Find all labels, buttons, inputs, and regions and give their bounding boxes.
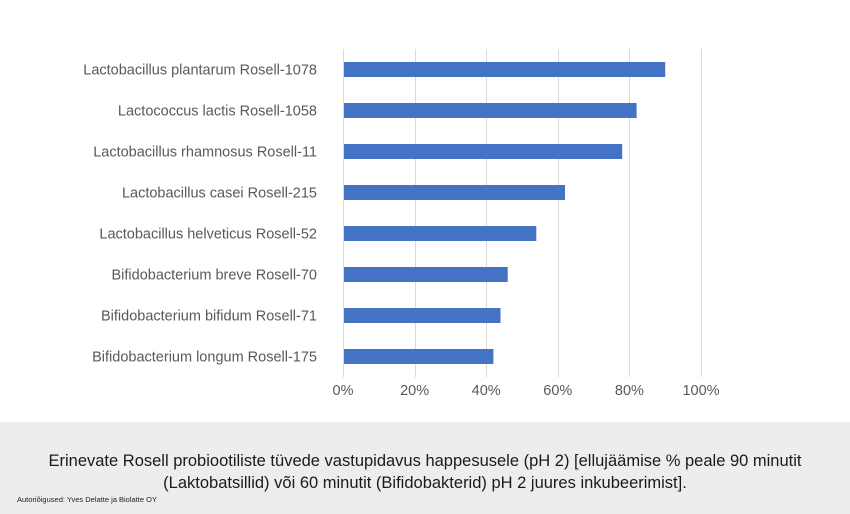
x-tick-label-1: 20%	[400, 383, 429, 399]
category-label-7: Bifidobacterium longum Rosell-175	[92, 350, 317, 366]
bar-2	[344, 144, 623, 159]
chart-caption: Erinevate Rosell probiootiliste tüvede v…	[48, 452, 802, 492]
bar-4	[344, 226, 537, 241]
bar-7	[344, 349, 494, 364]
category-label-5: Bifidobacterium breve Rosell-70	[111, 268, 317, 284]
bar-0	[344, 62, 666, 77]
x-tick-label-4: 80%	[615, 383, 644, 399]
category-label-1: Lactococcus lactis Rosell-1058	[118, 104, 317, 120]
bar-chart: Lactobacillus plantarum Rosell-1078 Lacto…	[83, 49, 720, 399]
category-label-2: Lactobacillus rhamnosus Rosell-11	[93, 145, 317, 161]
category-label-6: Bifidobacterium bifidum Rosell-71	[101, 309, 317, 325]
category-label-4: Lactobacillus helveticus Rosell-52	[99, 227, 317, 243]
caption-panel: Erinevate Rosell probiootiliste tüvede v…	[0, 422, 850, 514]
x-tick-label-2: 40%	[472, 383, 501, 399]
bar-5	[344, 267, 508, 282]
x-tick-label-0: 0%	[333, 383, 354, 399]
bar-3	[344, 185, 565, 200]
copyright-credit: Autoriõigused: Yves Delatte ja Biolatte …	[17, 495, 157, 504]
bar-6	[344, 308, 501, 323]
category-label-3: Lactobacillus casei Rosell-215	[122, 186, 317, 202]
chart-area: Lactobacillus plantarum Rosell-1078 Lacto…	[83, 49, 720, 399]
x-tick-label-3: 60%	[543, 383, 572, 399]
x-tick-label-5: 100%	[682, 383, 719, 399]
bar-1	[344, 103, 637, 118]
category-label-0: Lactobacillus plantarum Rosell-1078	[83, 63, 317, 79]
